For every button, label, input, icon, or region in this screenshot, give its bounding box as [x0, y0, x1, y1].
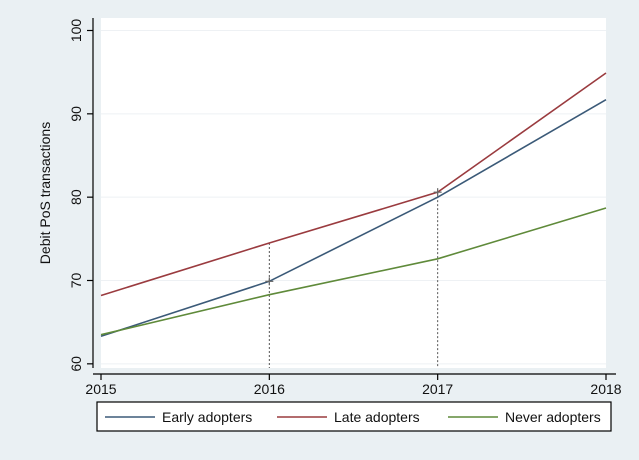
- x-tick-label-2018: 2018: [590, 381, 621, 397]
- y-tick-label-70: 70: [68, 273, 84, 289]
- legend-box: [96, 401, 612, 432]
- y-tick-labels: 60 70 80 90 100: [68, 19, 93, 372]
- legend-label-never-adopters: Never adopters: [505, 409, 601, 425]
- y-tick-label-100: 100: [68, 19, 84, 43]
- cross-marker-2017: [433, 188, 442, 197]
- y-tick-label-80: 80: [68, 189, 84, 205]
- gridlines: [101, 30, 606, 365]
- series-line-late-adopters: [100, 72, 607, 297]
- legend: Early adopters Late adopters Never adopter…: [96, 401, 612, 432]
- series-line-early-adopters: [100, 99, 607, 338]
- axes: [92, 18, 616, 375]
- y-tick-label-60: 60: [68, 356, 84, 372]
- x-tick-label-2016: 2016: [254, 381, 285, 397]
- reference-lines: [268, 192, 439, 368]
- series-line-never-adopters: [100, 207, 607, 336]
- cross-marker-2016: [265, 277, 274, 286]
- y-axis-title: Debit PoS transactions: [37, 122, 53, 264]
- legend-label-early-adopters: Early adopters: [162, 409, 252, 425]
- x-tick-labels: 2015 2016 2017 2018: [85, 374, 622, 397]
- y-tick-label-90: 90: [68, 106, 84, 122]
- markers: [265, 188, 442, 286]
- plot-background: [101, 18, 606, 368]
- x-tick-label-2017: 2017: [422, 381, 453, 397]
- legend-label-late-adopters: Late adopters: [334, 409, 420, 425]
- series-lines: [100, 72, 607, 338]
- x-tick-label-2015: 2015: [85, 381, 116, 397]
